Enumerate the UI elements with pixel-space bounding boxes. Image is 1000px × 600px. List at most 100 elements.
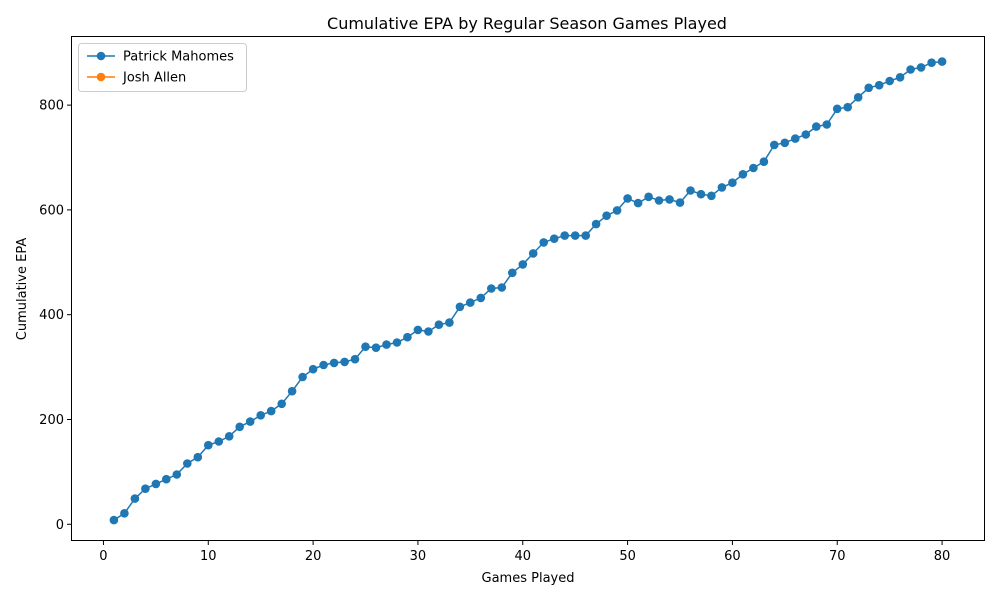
data-point (874, 80, 884, 90)
plot-frame (71, 36, 985, 541)
x-tick-label: 80 (934, 549, 951, 564)
data-point (633, 198, 643, 208)
data-point (937, 57, 947, 66)
data-point (801, 130, 811, 139)
data-point (214, 437, 224, 446)
legend-box (78, 43, 247, 92)
legend-label-0: Patrick Mahomes (123, 50, 234, 65)
data-point (497, 283, 507, 292)
data-point (120, 509, 129, 518)
data-point (728, 178, 737, 187)
data-point (853, 93, 863, 102)
data-point (696, 189, 706, 199)
data-point (109, 515, 119, 525)
data-point (895, 73, 905, 82)
data-point (623, 194, 632, 203)
data-point (654, 196, 664, 205)
data-point (434, 320, 444, 330)
data-point (759, 157, 769, 166)
data-point (843, 102, 852, 112)
data-point (424, 327, 433, 336)
data-point (287, 386, 297, 396)
x-tick-label: 10 (200, 549, 217, 564)
data-point (298, 372, 307, 382)
data-point (549, 234, 559, 243)
data-point (141, 484, 150, 494)
data-point (361, 342, 370, 352)
data-point (403, 332, 412, 342)
data-point (172, 470, 182, 479)
data-point (927, 58, 936, 67)
data-point (686, 186, 695, 195)
data-point (602, 211, 611, 220)
data-point (204, 440, 213, 450)
data-point (235, 422, 244, 432)
legend-marker-1 (96, 72, 106, 82)
data-point (539, 238, 548, 247)
y-axis-label: Cumulative EPA (15, 238, 30, 341)
data-point (371, 343, 381, 353)
data-point (612, 206, 622, 215)
x-tick-label: 70 (829, 549, 846, 564)
data-point (329, 358, 339, 368)
y-tick-label: 0 (56, 518, 64, 533)
x-tick-label: 20 (305, 549, 322, 564)
y-tick-label: 400 (39, 308, 64, 323)
data-point (570, 231, 580, 240)
x-tick-label: 40 (514, 549, 531, 564)
data-point (151, 479, 161, 489)
data-point (266, 406, 276, 416)
data-point (738, 170, 748, 179)
data-point (916, 63, 926, 72)
data-point (707, 191, 716, 201)
data-point (780, 138, 790, 148)
data-point (455, 302, 465, 312)
data-point (717, 183, 727, 192)
data-point (812, 122, 821, 131)
data-point (256, 411, 266, 420)
legend-marker-0 (96, 51, 106, 61)
x-tick-label: 50 (619, 549, 636, 564)
data-point (906, 65, 915, 74)
data-point (193, 452, 203, 462)
data-point (340, 357, 349, 367)
data-point (445, 318, 454, 327)
y-tick-label: 800 (39, 99, 64, 114)
data-point (382, 340, 391, 349)
y-tick-label: 600 (39, 203, 64, 218)
data-point (528, 249, 538, 258)
series-layer (109, 57, 947, 525)
data-point (162, 474, 171, 484)
data-point (130, 494, 140, 503)
data-point (822, 120, 832, 129)
data-point (518, 260, 528, 269)
data-point (487, 284, 496, 293)
data-point (770, 140, 779, 150)
data-point (392, 338, 402, 347)
data-point (665, 195, 674, 204)
data-point (581, 231, 590, 240)
data-point (466, 298, 475, 307)
data-point (791, 134, 800, 143)
data-point (277, 399, 287, 409)
data-point (749, 163, 758, 173)
data-point (591, 219, 601, 229)
data-point (413, 325, 423, 335)
data-point (319, 360, 328, 370)
data-point (350, 354, 360, 364)
x-tick-label: 30 (410, 549, 427, 564)
x-axis-label: Games Played (482, 571, 575, 586)
data-point (476, 293, 486, 303)
y-tick-label: 200 (39, 413, 64, 428)
data-point (675, 198, 685, 207)
data-point (644, 192, 653, 202)
x-tick-label: 60 (724, 549, 741, 564)
data-point (224, 432, 234, 441)
data-point (885, 76, 894, 86)
legend-label-1: Josh Allen (122, 71, 186, 86)
chart-title: Cumulative EPA by Regular Season Games P… (327, 14, 727, 33)
data-point (832, 104, 842, 114)
x-tick-label: 0 (99, 549, 107, 564)
